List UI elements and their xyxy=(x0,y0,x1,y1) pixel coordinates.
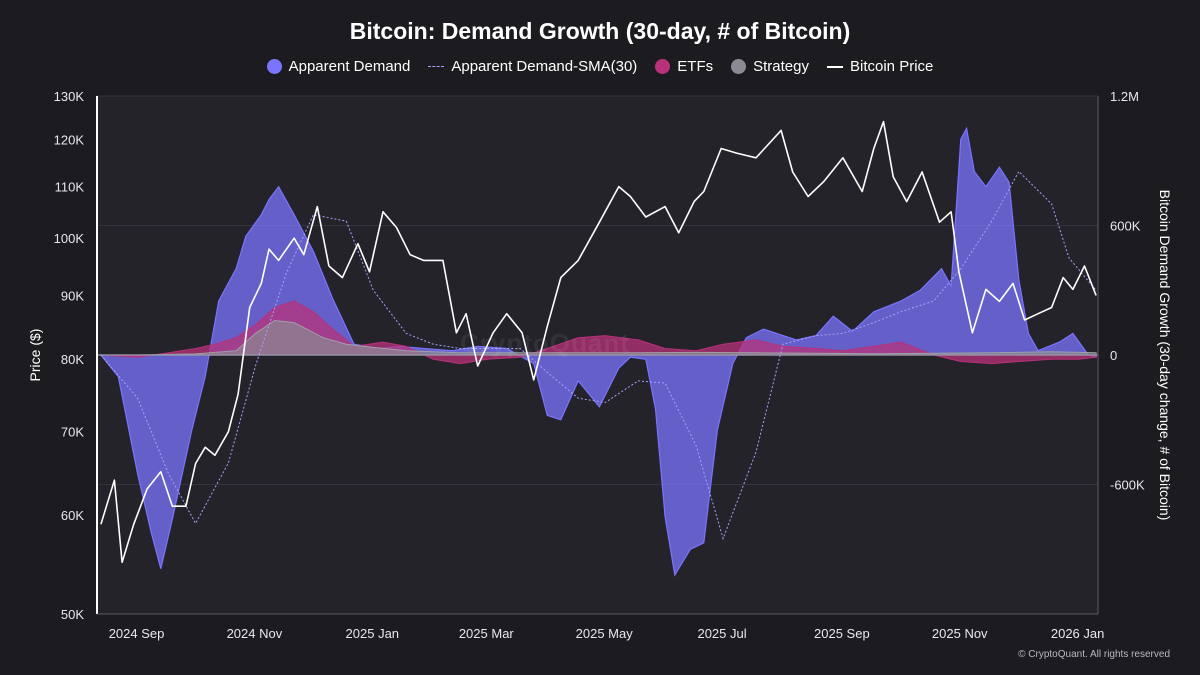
bitcoin-price-swatch xyxy=(827,65,843,68)
legend-item-apparent-demand[interactable]: Apparent Demand xyxy=(266,58,411,75)
x-tick-label: 2025 Nov xyxy=(932,626,988,641)
line-layer xyxy=(100,120,1097,564)
x-tick-label: 2026 Jan xyxy=(1051,626,1105,641)
left-tick-label: 90K xyxy=(61,288,84,303)
x-tick-label: 2024 Nov xyxy=(227,626,283,641)
legend-item-apparent-demand-sma[interactable]: Apparent Demand-SMA(30) xyxy=(428,58,637,75)
legend-item-strategy[interactable]: Strategy xyxy=(731,58,809,75)
legend-label: Apparent Demand-SMA(30) xyxy=(451,58,638,75)
right-tick-label: -600K xyxy=(1110,478,1145,493)
legend-label: ETFs xyxy=(677,58,714,75)
watermark: CryptoQuant xyxy=(460,328,630,358)
strategy-swatch xyxy=(731,59,747,74)
legend-label: Bitcoin Price xyxy=(850,58,934,75)
left-tick-label: 110K xyxy=(55,180,85,195)
bitcoin-price-line xyxy=(100,120,1097,564)
copyright-text: © CryptoQuant. All rights reserved xyxy=(1018,649,1170,660)
legend: Apparent Demand Apparent Demand-SMA(30) … xyxy=(0,58,1200,75)
apparent-demand-sma-swatch xyxy=(428,66,445,67)
left-tick-label: 130K xyxy=(54,89,85,104)
legend-label: Strategy xyxy=(753,58,809,75)
left-tick-label: 70K xyxy=(61,425,84,440)
legend-item-bitcoin-price[interactable]: Bitcoin Price xyxy=(827,58,933,75)
etfs-swatch xyxy=(655,59,671,74)
legend-label: Apparent Demand xyxy=(288,58,411,75)
left-tick-label: 50K xyxy=(61,607,84,622)
apparent-demand-swatch xyxy=(266,59,282,74)
right-axis-title: Bitcoin Demand Growth (30-day change, # … xyxy=(1157,190,1173,521)
x-tick-label: 2024 Sep xyxy=(109,626,165,641)
left-axis-title: Price ($) xyxy=(27,329,43,382)
left-tick-label: 100K xyxy=(54,231,85,246)
x-tick-label: 2025 Mar xyxy=(459,626,515,641)
x-tick-label: 2025 Sep xyxy=(814,626,870,641)
legend-item-etfs[interactable]: ETFs xyxy=(655,58,713,75)
x-tick-label: 2025 May xyxy=(576,626,634,641)
x-tick-label: 2025 Jan xyxy=(346,626,400,641)
chart-title: Bitcoin: Demand Growth (30-day, # of Bit… xyxy=(349,18,851,44)
left-tick-label: 80K xyxy=(61,352,84,367)
right-tick-label: 1.2M xyxy=(1110,89,1139,104)
right-tick-label: 0 xyxy=(1110,348,1117,363)
x-tick-label: 2025 Jul xyxy=(697,626,746,641)
left-tick-label: 60K xyxy=(61,508,84,523)
left-tick-label: 120K xyxy=(54,132,85,147)
right-tick-label: 600K xyxy=(1110,219,1141,234)
area-layer xyxy=(97,126,1098,577)
strategy-area xyxy=(100,319,1097,356)
apparent-demand-sma-line xyxy=(100,170,1097,541)
axis-layer: 50K 60K 70K 80K 90K 100K 110K 120K 130K -600K 0 600… xyxy=(54,89,1145,641)
